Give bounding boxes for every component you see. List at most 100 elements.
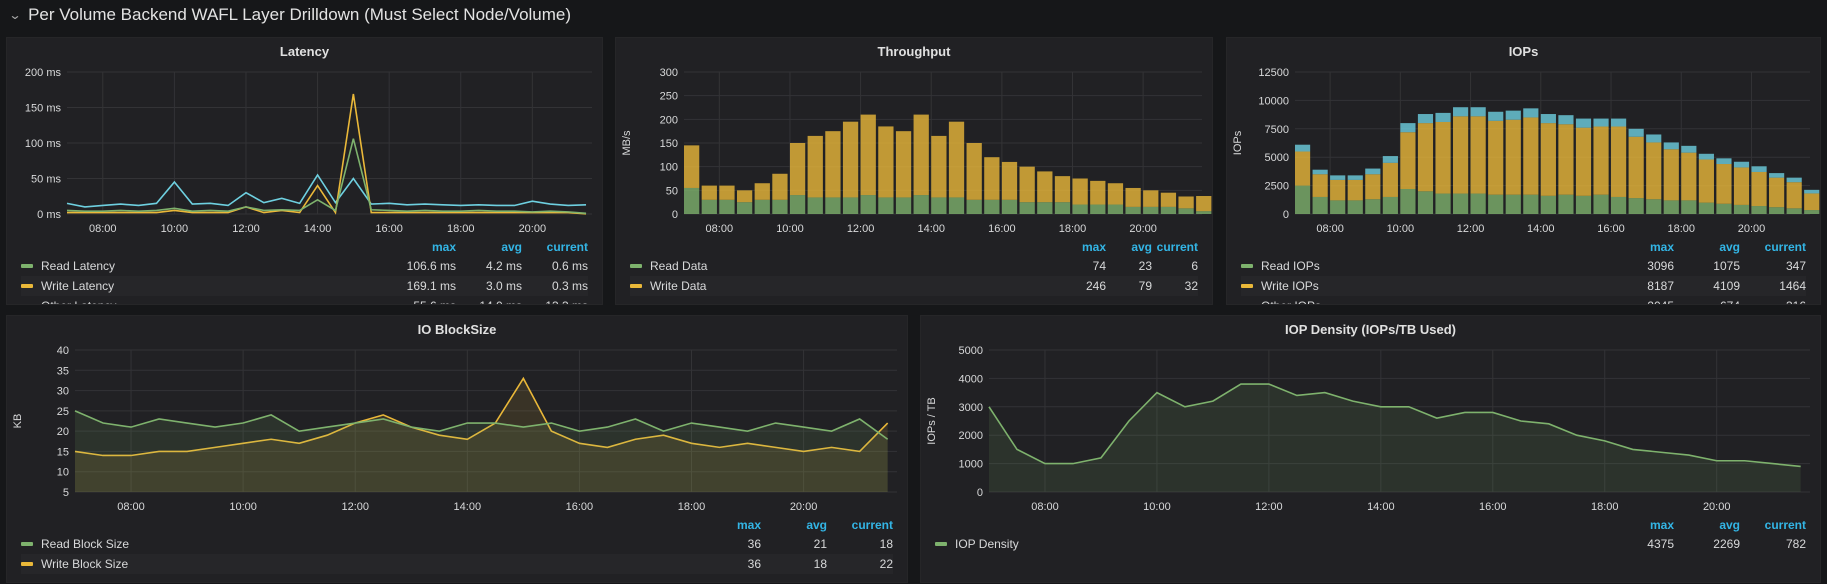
bar-write-data — [860, 114, 876, 196]
x-tick-label: 18:00 — [1591, 501, 1619, 513]
legend-item[interactable]: Read Data 74 23 6 — [630, 256, 1198, 276]
legend-series[interactable]: Read IOPs — [1241, 259, 1608, 273]
legend-series-name: Write Data — [650, 279, 707, 293]
bar-other-iops — [1769, 173, 1785, 178]
bar-read-iops — [1751, 206, 1767, 214]
legend-series[interactable]: Read Latency — [21, 259, 390, 273]
legend: max avg current Read Block Size 36 21 18 Write … — [7, 516, 907, 574]
x-tick-label: 08:00 — [706, 223, 734, 235]
legend-item[interactable]: Write Block Size 36 18 22 — [21, 554, 893, 574]
y-tick-label: 150 — [660, 138, 678, 150]
legend-max: 36 — [747, 557, 761, 571]
bar-read-iops — [1558, 194, 1574, 214]
legend-header-avg[interactable]: avg — [1131, 240, 1152, 254]
legend-series-name: Read Data — [650, 259, 708, 273]
y-axis-label: MB/s — [621, 130, 633, 156]
panel-title[interactable]: Throughput — [877, 44, 951, 59]
x-tick-label: 10:00 — [1387, 223, 1415, 235]
bar-other-iops — [1470, 107, 1486, 117]
legend-header-max[interactable]: max — [1649, 518, 1674, 532]
legend-series[interactable]: Other IOPs — [1241, 299, 1608, 304]
legend-header-avg[interactable]: avg — [1719, 240, 1740, 254]
bar-read-data — [1001, 199, 1018, 214]
chevron-down-icon[interactable]: ⌄ — [8, 8, 22, 22]
y-tick-label: 0 — [672, 209, 678, 221]
legend-series-name: Read Block Size — [41, 537, 130, 551]
legend-header-avg[interactable]: avg — [1719, 518, 1740, 532]
legend-header-max[interactable]: max — [1649, 240, 1674, 254]
panel-title[interactable]: Latency — [279, 44, 330, 59]
bar-other-iops — [1663, 142, 1679, 150]
panel-io-blocksize: IO BlockSize KB 5 10 15 20 25 30 35 40 08:00 10:00 1… — [6, 315, 908, 583]
legend: max avg current Read Data 74 23 6 Write Data 246… — [616, 238, 1212, 296]
legend-header-max[interactable]: max — [736, 518, 761, 532]
bar-read-data — [931, 197, 947, 214]
x-tick-label: 20:00 — [1129, 223, 1157, 235]
legend-item[interactable]: Read IOPs 3096 1075 347 — [1241, 256, 1806, 276]
bar-read-data — [842, 197, 859, 214]
legend-series[interactable]: Read Data — [630, 259, 1060, 273]
series-color-swatch — [630, 264, 642, 268]
bar-read-iops — [1470, 193, 1486, 214]
y-tick-label: 0 ms — [37, 209, 61, 221]
legend-item[interactable]: Write IOPs 8187 4109 1464 — [1241, 276, 1806, 296]
legend-max: 55.6 ms — [390, 299, 456, 304]
legend-item[interactable]: Write Latency 169.1 ms 3.0 ms 0.3 ms — [21, 276, 588, 296]
row-header[interactable]: ⌄ Per Volume Backend WAFL Layer Drilldow… — [8, 2, 571, 28]
legend-series[interactable]: IOP Density — [935, 537, 1608, 551]
legend-item[interactable]: Read Block Size 36 21 18 — [21, 534, 893, 554]
legend-series[interactable]: Other Latency — [21, 299, 390, 304]
legend-avg: 14.0 ms — [456, 299, 522, 304]
panel-title[interactable]: IO BlockSize — [417, 322, 497, 337]
bar-write-data — [736, 190, 753, 203]
bar-read-iops — [1312, 196, 1328, 214]
panel-title[interactable]: IOP Density (IOPs/TB Used) — [1285, 322, 1456, 337]
legend-series[interactable]: Write Block Size — [21, 557, 695, 571]
legend-header-current[interactable]: current — [1764, 240, 1806, 254]
legend-current: 782 — [1785, 537, 1806, 551]
legend-header: max avg current — [21, 238, 588, 256]
bar-read-data — [895, 197, 912, 214]
legend-header-max[interactable]: max — [1081, 240, 1106, 254]
legend-series[interactable]: Write Data — [630, 279, 1060, 293]
chart-blocksize: KB 5 10 15 20 25 30 35 40 08:00 10:00 12:00 14:00 16:… — [12, 345, 897, 513]
legend-current: 316 — [1740, 299, 1806, 304]
y-tick-label: 35 — [57, 365, 69, 377]
legend-series[interactable]: Write Latency — [21, 279, 390, 293]
bar-read-iops — [1330, 200, 1346, 214]
legend-item[interactable]: Read Latency 106.6 ms 4.2 ms 0.6 ms — [21, 256, 588, 276]
legend-item[interactable]: Write Data 246 79 32 — [630, 276, 1198, 296]
x-tick-label: 10:00 — [161, 223, 189, 235]
bar-read-iops — [1575, 195, 1592, 214]
x-tick-label: 10:00 — [229, 501, 257, 513]
legend-header-max[interactable]: max — [431, 240, 456, 254]
line-write-block-size — [74, 376, 889, 457]
legend-header-avg[interactable]: avg — [501, 240, 522, 254]
bar-read-data — [719, 199, 735, 214]
bar-read-data — [1160, 206, 1177, 214]
bar-read-iops — [1628, 198, 1644, 214]
bar-read-iops — [1786, 208, 1802, 214]
legend-header-current[interactable]: current — [546, 240, 588, 254]
legend-series[interactable]: Write IOPs — [1241, 279, 1608, 293]
bar-other-iops — [1330, 175, 1346, 180]
legend-header-current[interactable]: current — [851, 518, 893, 532]
bar-other-iops — [1575, 118, 1592, 128]
legend-header-current[interactable]: current — [1764, 518, 1806, 532]
y-tick-label: 250 — [660, 91, 678, 103]
bar-other-iops — [1382, 156, 1398, 163]
bar-read-data — [1196, 211, 1212, 214]
panel-title[interactable]: IOPs — [1508, 44, 1539, 59]
legend-header-avg[interactable]: avg — [806, 518, 827, 532]
legend-header-current[interactable]: current — [1156, 240, 1198, 254]
legend-max: 36 — [747, 537, 761, 551]
legend-item[interactable]: IOP Density 4375 2269 782 — [935, 534, 1806, 554]
bar-read-data — [878, 197, 894, 214]
legend-series[interactable]: Read Block Size — [21, 537, 695, 551]
bar-other-iops — [1733, 161, 1750, 168]
legend-item[interactable]: Other Latency 55.6 ms14.0 ms13.3 ms — [21, 296, 588, 304]
legend-max: 246 — [1085, 279, 1106, 293]
legend-item[interactable]: Other IOPs 2045674316 — [1241, 296, 1806, 304]
legend-avg: 23 — [1138, 259, 1152, 273]
legend-max: 3096 — [1647, 259, 1674, 273]
